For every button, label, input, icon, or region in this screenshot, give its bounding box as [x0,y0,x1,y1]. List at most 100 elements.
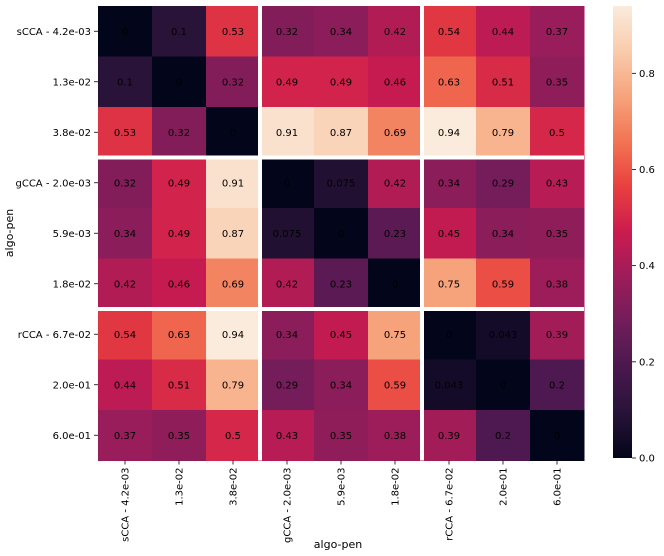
cell-value-label: 0.5 [225,431,241,442]
group-separators [98,6,584,461]
group-separator-vertical [420,6,424,461]
cell-value-label: 0.1 [171,27,187,38]
cell-value-label: 0.34 [330,27,352,38]
heatmap-cell [152,258,207,310]
cell-value-label: 0.49 [330,77,352,88]
heatmap-cell [368,6,423,57]
heatmap-cell [206,410,261,461]
cell-value-label: 0.043 [489,330,518,341]
heatmap-cell [368,258,423,310]
cell-value-label: 0.42 [276,279,298,290]
cell-value-label: 0 [176,77,182,88]
cell-value-label: 0.34 [114,229,136,240]
y-axis-label: algo-pen [3,209,16,257]
group-separator-horizontal [98,307,584,311]
cell-value-label: 0.43 [546,178,568,189]
cell-value-label: 0.35 [546,77,568,88]
heatmap-cell [206,208,261,259]
cell-value-label: 0.59 [492,279,514,290]
x-tick-labels: sCCA - 4.2e-03 1.3e-02 3.8e-02 gCCA - 2.0e-… [121,460,564,544]
x-axis-label: algo-pen [314,538,362,551]
colorbar-tick-label: 0.2 [639,357,655,368]
heatmap-cell [98,410,153,461]
heatmap-cell [476,56,531,108]
y-tick-label: 3.8e-02 [53,128,91,139]
heatmap-cell [422,410,477,461]
heatmap-cell [314,309,369,360]
colorbar-tick-label: 0.4 [639,261,655,272]
cell-value-label: 0.29 [276,380,298,391]
cell-value-label: 0.37 [114,431,136,442]
x-tick-label: 3.8e-02 [229,468,240,506]
cell-value-label: 0.34 [330,380,352,391]
heatmap-cell [422,208,477,259]
y-tick-label: 1.3e-02 [53,77,91,88]
heatmap-cell [368,157,423,209]
cell-value-label: 0.34 [276,330,298,341]
heatmap-cell [422,157,477,209]
cell-value-label: 0.53 [222,27,244,38]
cell-value-label: 0.39 [546,330,568,341]
x-tick-label: gCCA - 2.0e-03 [283,468,294,544]
heatmap-cell [476,410,531,461]
heatmap-cell [206,56,261,108]
cell-value-label: 0.075 [273,229,302,240]
cell-value-label: 0.34 [438,178,460,189]
cell-value-label: 0.1 [117,77,133,88]
y-tick-label: sCCA - 4.2e-03 [17,27,91,38]
heatmap-cell [260,410,315,461]
heatmap-cell [530,56,585,108]
cell-value-label: 0.91 [222,178,244,189]
heatmap-cell [530,107,585,158]
cell-value-label: 0.49 [168,229,190,240]
cell-value-label: 0.51 [168,380,190,391]
cell-value-label: 0.35 [168,431,190,442]
cell-value-label: 0 [284,178,290,189]
y-tick-label: 6.0e-01 [53,431,91,442]
heatmap-cell [98,157,153,209]
heatmap-cell [206,107,261,158]
x-tick-label: 1.8e-02 [391,468,402,506]
heatmap-cell [152,56,207,108]
cell-value-label: 0.75 [438,279,460,290]
heatmap-cell [152,410,207,461]
cell-value-label: 0.79 [222,380,244,391]
heatmap-cell [422,258,477,310]
cell-value-label: 0.42 [384,27,406,38]
cell-value-label: 0.87 [330,128,352,139]
heatmap-cell [476,6,531,57]
heatmap-cell [98,107,153,158]
cell-value-label: 0.32 [222,77,244,88]
cell-value-label: 0.59 [384,380,406,391]
cell-value-label: 0 [554,431,560,442]
heatmap-cell [368,56,423,108]
cell-value-label: 0.46 [384,77,406,88]
heatmap-cell [476,359,531,411]
heatmap-cell [206,359,261,411]
cell-value-labels: 0 0.1 0.53 0.32 0.34 0.42 0.54 0.44 0.37 0.1 0 0.32… [114,27,568,442]
cell-value-label: 0.38 [384,431,406,442]
group-separator-vertical [258,6,262,461]
heatmap-cell [530,258,585,310]
heatmap-cell [476,157,531,209]
heatmap-cell [98,6,153,57]
group-separator-horizontal [98,155,584,160]
heatmap-cell [260,309,315,360]
heatmap-cell [260,258,315,310]
cell-value-label: 0 [230,128,236,139]
x-tick-label: 5.9e-03 [337,468,348,506]
cell-value-label: 0.5 [549,128,565,139]
heatmap-cell [476,258,531,310]
heatmap-cell [98,56,153,108]
heatmap-cell [476,107,531,158]
cell-value-label: 0.35 [330,431,352,442]
heatmap-cell [422,359,477,411]
cell-value-label: 0.37 [546,27,568,38]
heatmap-cell [152,157,207,209]
cell-value-label: 0 [500,380,506,391]
cell-value-label: 0.87 [222,229,244,240]
colorbar-tick-label: 0.8 [639,69,655,80]
y-tick-labels: sCCA - 4.2e-03 1.3e-02 3.8e-02 gCCA - 2.0e-… [15,27,98,442]
cell-value-label: 0.54 [438,27,460,38]
cell-value-label: 0.91 [276,128,298,139]
